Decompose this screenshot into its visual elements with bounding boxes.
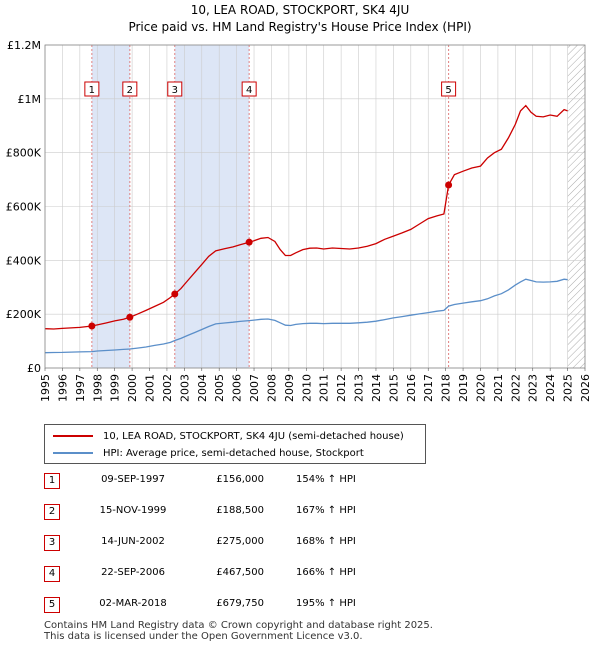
transaction-label-box [84,81,100,97]
transaction-date: 22-SEP-2006 [101,567,165,578]
x-tick-label: 2004 [196,374,209,402]
x-tick-label: 2025 [562,374,575,402]
price-chart: 1 2 3 4 5 £0 £200K £400K £600K £800K £1M £1.2M 1995 1… [6,39,592,402]
chart-subtitle: Price paid vs. HM Land Registry's House … [128,20,472,34]
transaction-label: 3 [172,85,178,96]
x-tick-label: 2017 [422,374,435,402]
chart-title: 10, LEA ROAD, STOCKPORT, SK4 4JU [190,3,410,17]
transaction-badge: 5 [44,597,60,613]
x-tick-label: 2022 [509,374,522,402]
transaction-badge: 1 [44,473,60,489]
transaction-price: £679,750 [216,598,264,609]
x-tick-label: 2018 [440,374,453,402]
footer-copyright: Contains HM Land Registry data © Crown c… [44,620,433,631]
x-tick-label: 1998 [91,374,104,402]
transaction-date: 15-NOV-1999 [99,505,167,516]
transaction-date: 14-JUN-2002 [101,536,165,547]
y-tick-label: £400K [6,254,42,267]
transaction-price: £275,000 [216,536,264,547]
transaction-date: 09-SEP-1997 [101,474,165,485]
x-tick-label: 2020 [474,374,487,402]
transaction-badge: 2 [44,504,60,520]
y-tick-label: £0 [27,362,41,375]
transaction-point [245,238,253,246]
y-tick-label: £200K [6,308,42,321]
x-tick-label: 1999 [109,374,122,402]
footer-licence: This data is licensed under the Open Gov… [44,631,363,642]
transaction-hpi: 167% ↑ HPI [296,505,356,516]
price-line-swatch [53,435,93,437]
x-tick-label: 2008 [265,374,278,402]
transaction-price: £156,000 [216,474,264,485]
transaction-point [126,313,134,321]
x-tick-label: 2026 [579,374,592,402]
y-tick-label: £1.2M [7,39,41,52]
y-tick-label: £1M [18,93,42,106]
transaction-price: £467,500 [216,567,264,578]
x-tick-label: 2023 [527,374,540,402]
x-tick-label: 1996 [56,374,69,402]
transaction-price: £188,500 [216,505,264,516]
x-tick-label: 2021 [492,374,505,402]
hpi-line-swatch [53,452,93,454]
x-tick-label: 2010 [300,374,313,402]
legend: 10, LEA ROAD, STOCKPORT, SK4 4JU (semi-d… [44,424,426,464]
x-tick-label: 1997 [74,374,87,402]
legend-hpi-label: HPI: Average price, semi-detached house,… [103,447,364,459]
x-tick-label: 2011 [318,374,331,402]
price-paid-line [45,104,568,330]
legend-item-price: 10, LEA ROAD, STOCKPORT, SK4 4JU (semi-d… [53,428,404,444]
plot-frame [44,44,586,369]
transaction-label: 5 [445,85,451,96]
transaction-point [171,290,179,298]
transaction-label-box [167,81,183,97]
transaction-label: 1 [89,85,95,96]
footer: Contains HM Land Registry data © Crown c… [44,620,433,642]
legend-item-hpi: HPI: Average price, semi-detached house,… [53,445,364,461]
transaction-badge: 4 [44,566,60,582]
x-tick-label: 2007 [248,374,261,402]
transaction-label-box [441,81,457,97]
transaction-label-box [241,81,257,97]
x-tick-label: 2015 [387,374,400,402]
x-tick-label: 2006 [231,374,244,402]
x-tick-label: 2019 [457,374,470,402]
y-tick-label: £800K [6,147,42,160]
x-tick-label: 2014 [370,374,383,402]
transaction-label-box [122,81,138,97]
x-tick-label: 2002 [161,374,174,402]
transaction-label: 2 [127,85,133,96]
transaction-badge: 3 [44,535,60,551]
hpi-line [45,278,568,354]
x-tick-label: 1995 [39,374,52,402]
transaction-hpi: 154% ↑ HPI [296,474,356,485]
x-tick-label: 2005 [213,374,226,402]
transaction-hpi: 168% ↑ HPI [296,536,356,547]
x-tick-label: 2009 [283,374,296,402]
transaction-point [445,181,453,189]
legend-price-label: 10, LEA ROAD, STOCKPORT, SK4 4JU (semi-d… [103,430,404,442]
transaction-label: 4 [246,85,252,96]
x-tick-label: 2024 [544,374,557,402]
x-tick-label: 2012 [335,374,348,402]
x-tick-label: 2001 [144,374,157,402]
x-tick-label: 2016 [405,374,418,402]
transaction-hpi: 166% ↑ HPI [296,567,356,578]
y-tick-label: £600K [6,201,42,214]
x-tick-label: 2003 [178,374,191,402]
transaction-point [88,322,96,330]
transaction-date: 02-MAR-2018 [99,598,167,609]
transaction-hpi: 195% ↑ HPI [296,598,356,609]
x-tick-label: 2000 [126,374,139,402]
x-tick-label: 2013 [353,374,366,402]
